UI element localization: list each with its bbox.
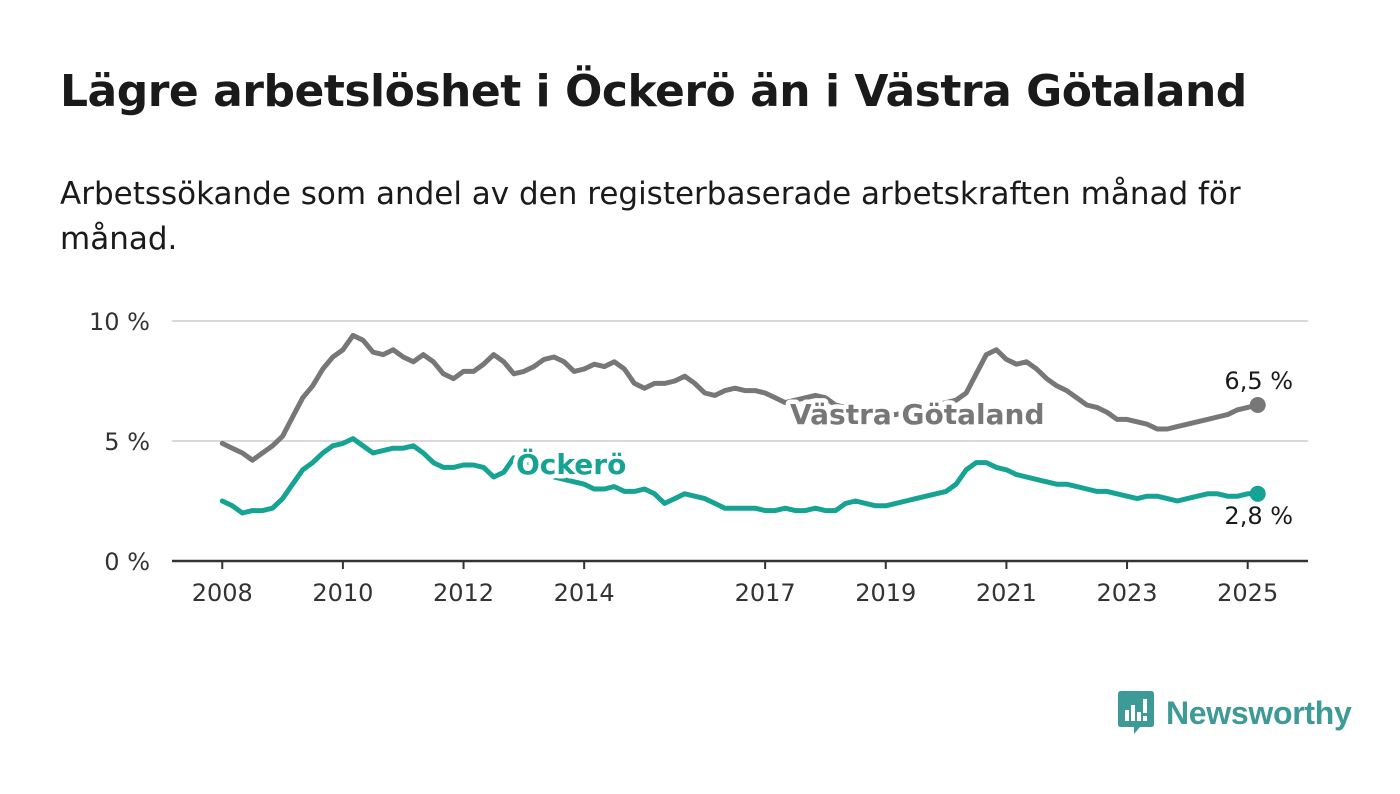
x-tick-label: 2023 [1097,579,1158,607]
series-label-vastra-gotaland-halo: Västra Götaland [790,398,1045,431]
chart-subtitle: Arbetssökande som andel av den registerb… [60,176,1241,257]
x-tick-label: 2025 [1217,579,1278,607]
series-label-ockero-halo: Öckerö [516,447,626,481]
brand-name: Newsworthy [1166,694,1352,731]
newsworthy-logo[interactable]: Newsworthy [1118,690,1352,736]
series-lines [219,332,1266,516]
x-tick-label: 2019 [855,579,916,607]
chart-title: Lägre arbetslöshet i Öckerö än i Västra … [60,66,1247,117]
y-axis-ticks: 0 % 5 % 10 % [89,308,150,576]
x-tick-label: 2017 [735,579,796,607]
x-tick-label: 2010 [312,579,373,607]
series-label-vastra-gotaland: Västra Götaland [790,398,1045,431]
series-line-ockero [219,436,1261,516]
x-tick-label: 2012 [433,579,494,607]
x-tick-label: 2021 [976,579,1037,607]
x-tick-label: 2008 [192,579,253,607]
x-tick-label: 2014 [554,579,615,607]
y-tick-label: 10 % [89,308,150,336]
x-axis-ticks: 2008 2010 2012 2014 2017 2019 2021 2023 2025 [192,561,1278,607]
series-line-vastra-gotaland [219,332,1261,463]
y-tick-label: 5 % [104,428,150,456]
gridlines [172,320,1308,563]
series-end-marker [1249,397,1266,413]
y-tick-label: 0 % [104,548,150,576]
series-end-value-label: 6,5 % [1224,367,1293,395]
series-end-marker [1249,485,1266,502]
newsworthy-logo-icon [1118,691,1154,734]
series-label-ockero: Öckerö [516,447,626,481]
series-end-value-label: 2,8 % [1224,502,1293,530]
